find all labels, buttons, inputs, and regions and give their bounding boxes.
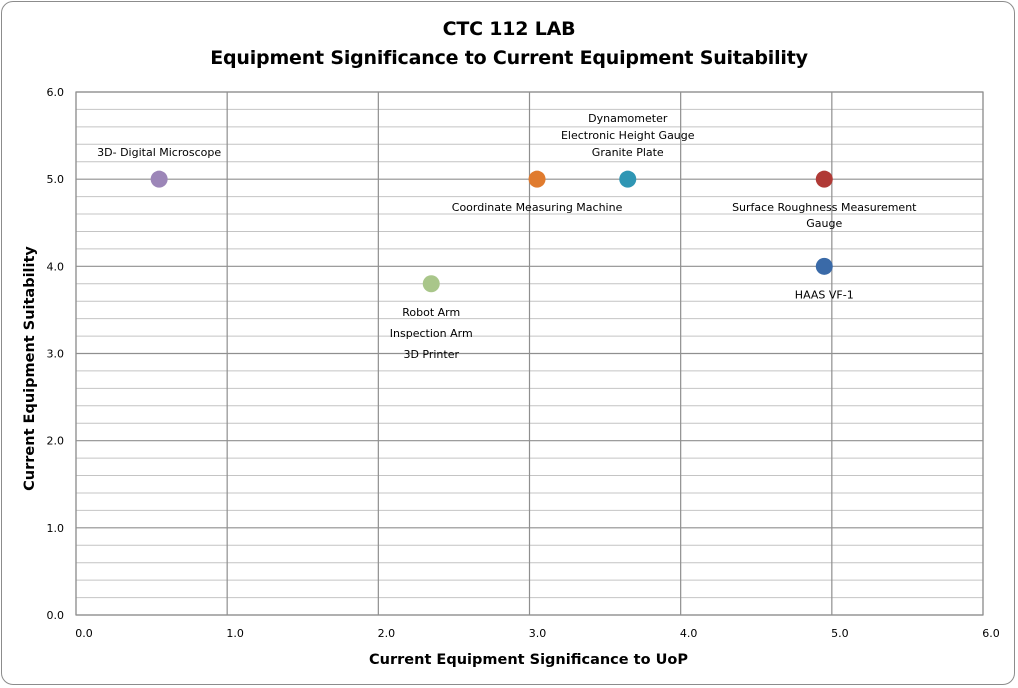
y-tick-label: 4.0 (47, 260, 65, 273)
y-tick-label: 3.0 (47, 348, 65, 361)
data-label: Electronic Height Gauge (561, 129, 695, 142)
data-point (619, 170, 637, 188)
data-label: Granite Plate (592, 146, 664, 159)
x-tick-label: 6.0 (982, 627, 1000, 640)
y-tick-label: 0.0 (47, 609, 65, 622)
x-tick-label: 3.0 (529, 627, 547, 640)
data-point (815, 170, 833, 188)
data-label: Dynamometer (588, 112, 668, 125)
data-point (528, 170, 546, 188)
data-label: 3D Printer (403, 348, 459, 361)
data-point (422, 275, 440, 293)
data-point (815, 257, 833, 275)
y-tick-labels: 0.0 1.0 2.0 3.0 4.0 5.0 6.0 (47, 86, 65, 622)
x-tick-label: 2.0 (378, 627, 396, 640)
data-label: Gauge (806, 217, 842, 230)
data-label: Robot Arm (402, 306, 460, 319)
data-point (150, 170, 168, 188)
x-axis-title: Current Equipment Significance to UoP (369, 652, 688, 668)
chart-title-line-1: CTC 112 LAB (442, 18, 576, 40)
y-tick-label: 1.0 (47, 522, 65, 535)
data-label: 3D- Digital Microscope (97, 146, 221, 159)
x-tick-label: 1.0 (226, 627, 244, 640)
y-axis-title: Current Equipment Suitability (22, 246, 38, 491)
data-label: HAAS VF-1 (795, 288, 854, 301)
y-tick-label: 5.0 (47, 173, 65, 186)
x-tick-labels: 0.0 1.0 2.0 3.0 4.0 5.0 6.0 (75, 627, 1000, 640)
chart-title-line-2: Equipment Significance to Current Equipm… (210, 47, 808, 69)
y-tick-label: 2.0 (47, 435, 65, 448)
grid-lines (75, 91, 984, 616)
plot-area-border (75, 91, 984, 616)
data-label: Surface Roughness Measurement (732, 201, 917, 214)
data-label: Inspection Arm (390, 327, 473, 340)
x-tick-label: 0.0 (75, 627, 93, 640)
x-tick-label: 4.0 (680, 627, 698, 640)
data-label: Coordinate Measuring Machine (452, 201, 623, 214)
y-tick-label: 6.0 (47, 86, 65, 99)
data-labels: 3D- Digital Microscope Robot Arm Inspectio… (97, 112, 917, 361)
data-points (150, 170, 833, 293)
x-tick-label: 5.0 (831, 627, 849, 640)
